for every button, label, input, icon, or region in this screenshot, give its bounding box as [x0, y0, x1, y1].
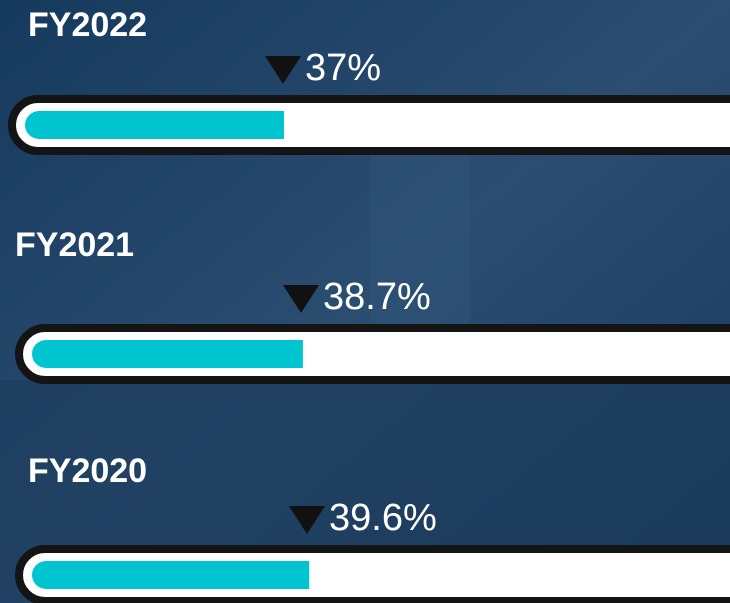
down-arrow — [289, 506, 325, 534]
background-shape — [370, 150, 470, 330]
progress-fill — [32, 561, 310, 589]
value-label: 37% — [305, 47, 381, 89]
progress-fill — [25, 111, 284, 139]
progress-fill — [32, 340, 303, 368]
down-arrow — [265, 56, 301, 84]
category-title: FY2021 — [15, 226, 134, 264]
down-arrow — [283, 285, 319, 313]
value-label: 38.7% — [323, 276, 431, 318]
category-title: FY2022 — [28, 6, 147, 44]
value-label: 39.6% — [329, 497, 437, 539]
category-title: FY2020 — [28, 452, 147, 490]
